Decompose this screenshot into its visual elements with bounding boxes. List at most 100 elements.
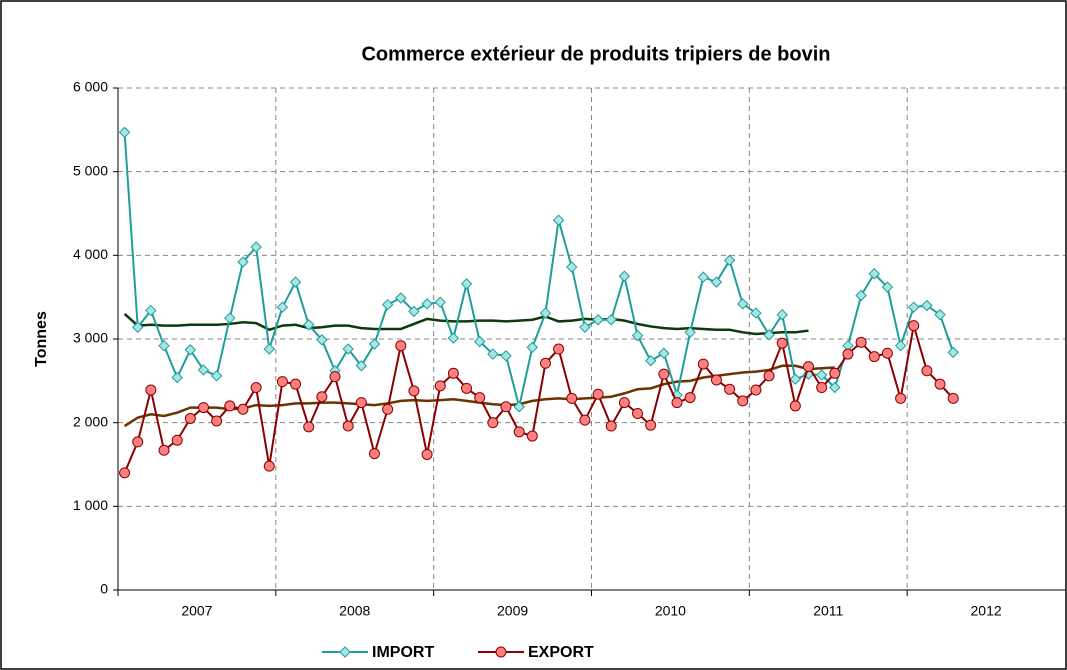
data-point [303, 319, 315, 331]
data-point [171, 371, 183, 384]
data-point [368, 338, 381, 350]
data-point [197, 364, 210, 376]
data-point [355, 397, 367, 409]
data-point [881, 347, 893, 359]
data-point [263, 343, 275, 355]
data-point [921, 365, 933, 377]
data-point [697, 271, 710, 283]
data-point [868, 268, 880, 280]
data-point [158, 339, 170, 352]
data-point [855, 289, 867, 302]
x-tick-label: 2009 [497, 603, 528, 619]
trend-line [123, 312, 809, 336]
data-point [658, 347, 670, 359]
data-point [303, 421, 315, 433]
data-point [210, 370, 223, 382]
data-point [697, 358, 709, 370]
data-point [631, 329, 644, 342]
data-point [671, 397, 683, 409]
data-point [908, 320, 920, 332]
data-point [947, 392, 959, 404]
data-point [855, 336, 867, 348]
y-tick-label: 5 000 [73, 162, 108, 178]
y-tick-label: 6 000 [73, 79, 108, 95]
data-point [605, 420, 617, 432]
data-point [829, 367, 841, 379]
data-point [276, 301, 289, 313]
data-point [460, 278, 473, 290]
data-point [592, 314, 604, 326]
data-point [750, 384, 762, 396]
data-point [881, 281, 894, 293]
data-point [684, 326, 696, 339]
data-point [224, 312, 236, 324]
data-point [553, 343, 565, 355]
data-point [395, 340, 407, 352]
data-point [118, 126, 131, 139]
data-point [895, 392, 907, 404]
data-point [592, 388, 604, 400]
data-point [237, 403, 249, 415]
data-point [211, 415, 223, 427]
data-point [184, 412, 196, 424]
data-point [316, 391, 328, 403]
data-point [119, 467, 131, 479]
data-point [513, 401, 525, 413]
data-point [776, 337, 788, 349]
data-point [737, 395, 749, 407]
data-point [632, 407, 644, 419]
data-point [789, 400, 801, 412]
data-point [737, 298, 749, 310]
data-point [539, 357, 551, 369]
data-point [724, 383, 736, 395]
data-point [500, 350, 512, 362]
data-point [250, 382, 262, 394]
data-point [921, 299, 933, 312]
data-point [434, 296, 446, 308]
data-point [776, 309, 788, 321]
data-point [618, 397, 630, 409]
data-point [473, 335, 486, 348]
data-point [421, 298, 433, 310]
data-point [723, 254, 736, 267]
data-point [566, 261, 578, 273]
y-tick-label: 1 000 [73, 497, 108, 513]
data-point [829, 381, 841, 394]
data-point [763, 329, 775, 341]
data-point [329, 371, 341, 383]
series-line [123, 132, 955, 408]
data-point [158, 444, 170, 456]
data-point [750, 307, 762, 319]
data-point [789, 373, 802, 385]
y-tick-label: 4 000 [73, 246, 108, 262]
x-tick-label: 2008 [339, 603, 370, 619]
data-point [526, 341, 539, 354]
data-point [487, 348, 499, 360]
data-point [710, 276, 723, 288]
data-point [447, 332, 460, 344]
data-point [763, 370, 775, 382]
data-point [132, 321, 144, 333]
y-tick-label: 0 [100, 581, 108, 597]
data-point [145, 304, 157, 317]
x-tick-label: 2007 [181, 603, 212, 619]
data-point [710, 374, 722, 386]
data-point [382, 403, 394, 415]
data-point [579, 414, 591, 426]
data-point [197, 402, 209, 414]
data-point [815, 369, 828, 381]
data-point [894, 339, 907, 352]
data-point [145, 384, 157, 396]
data-point [339, 646, 351, 658]
x-tick-label: 2011 [813, 603, 843, 619]
data-point [513, 426, 525, 438]
y-tick-label: 2 000 [73, 413, 108, 429]
legend-label: EXPORT [528, 644, 594, 661]
data-point [224, 400, 236, 412]
data-point [395, 292, 407, 304]
data-point [132, 436, 144, 448]
data-point [495, 646, 507, 658]
data-point [566, 392, 578, 404]
data-point [605, 314, 617, 326]
